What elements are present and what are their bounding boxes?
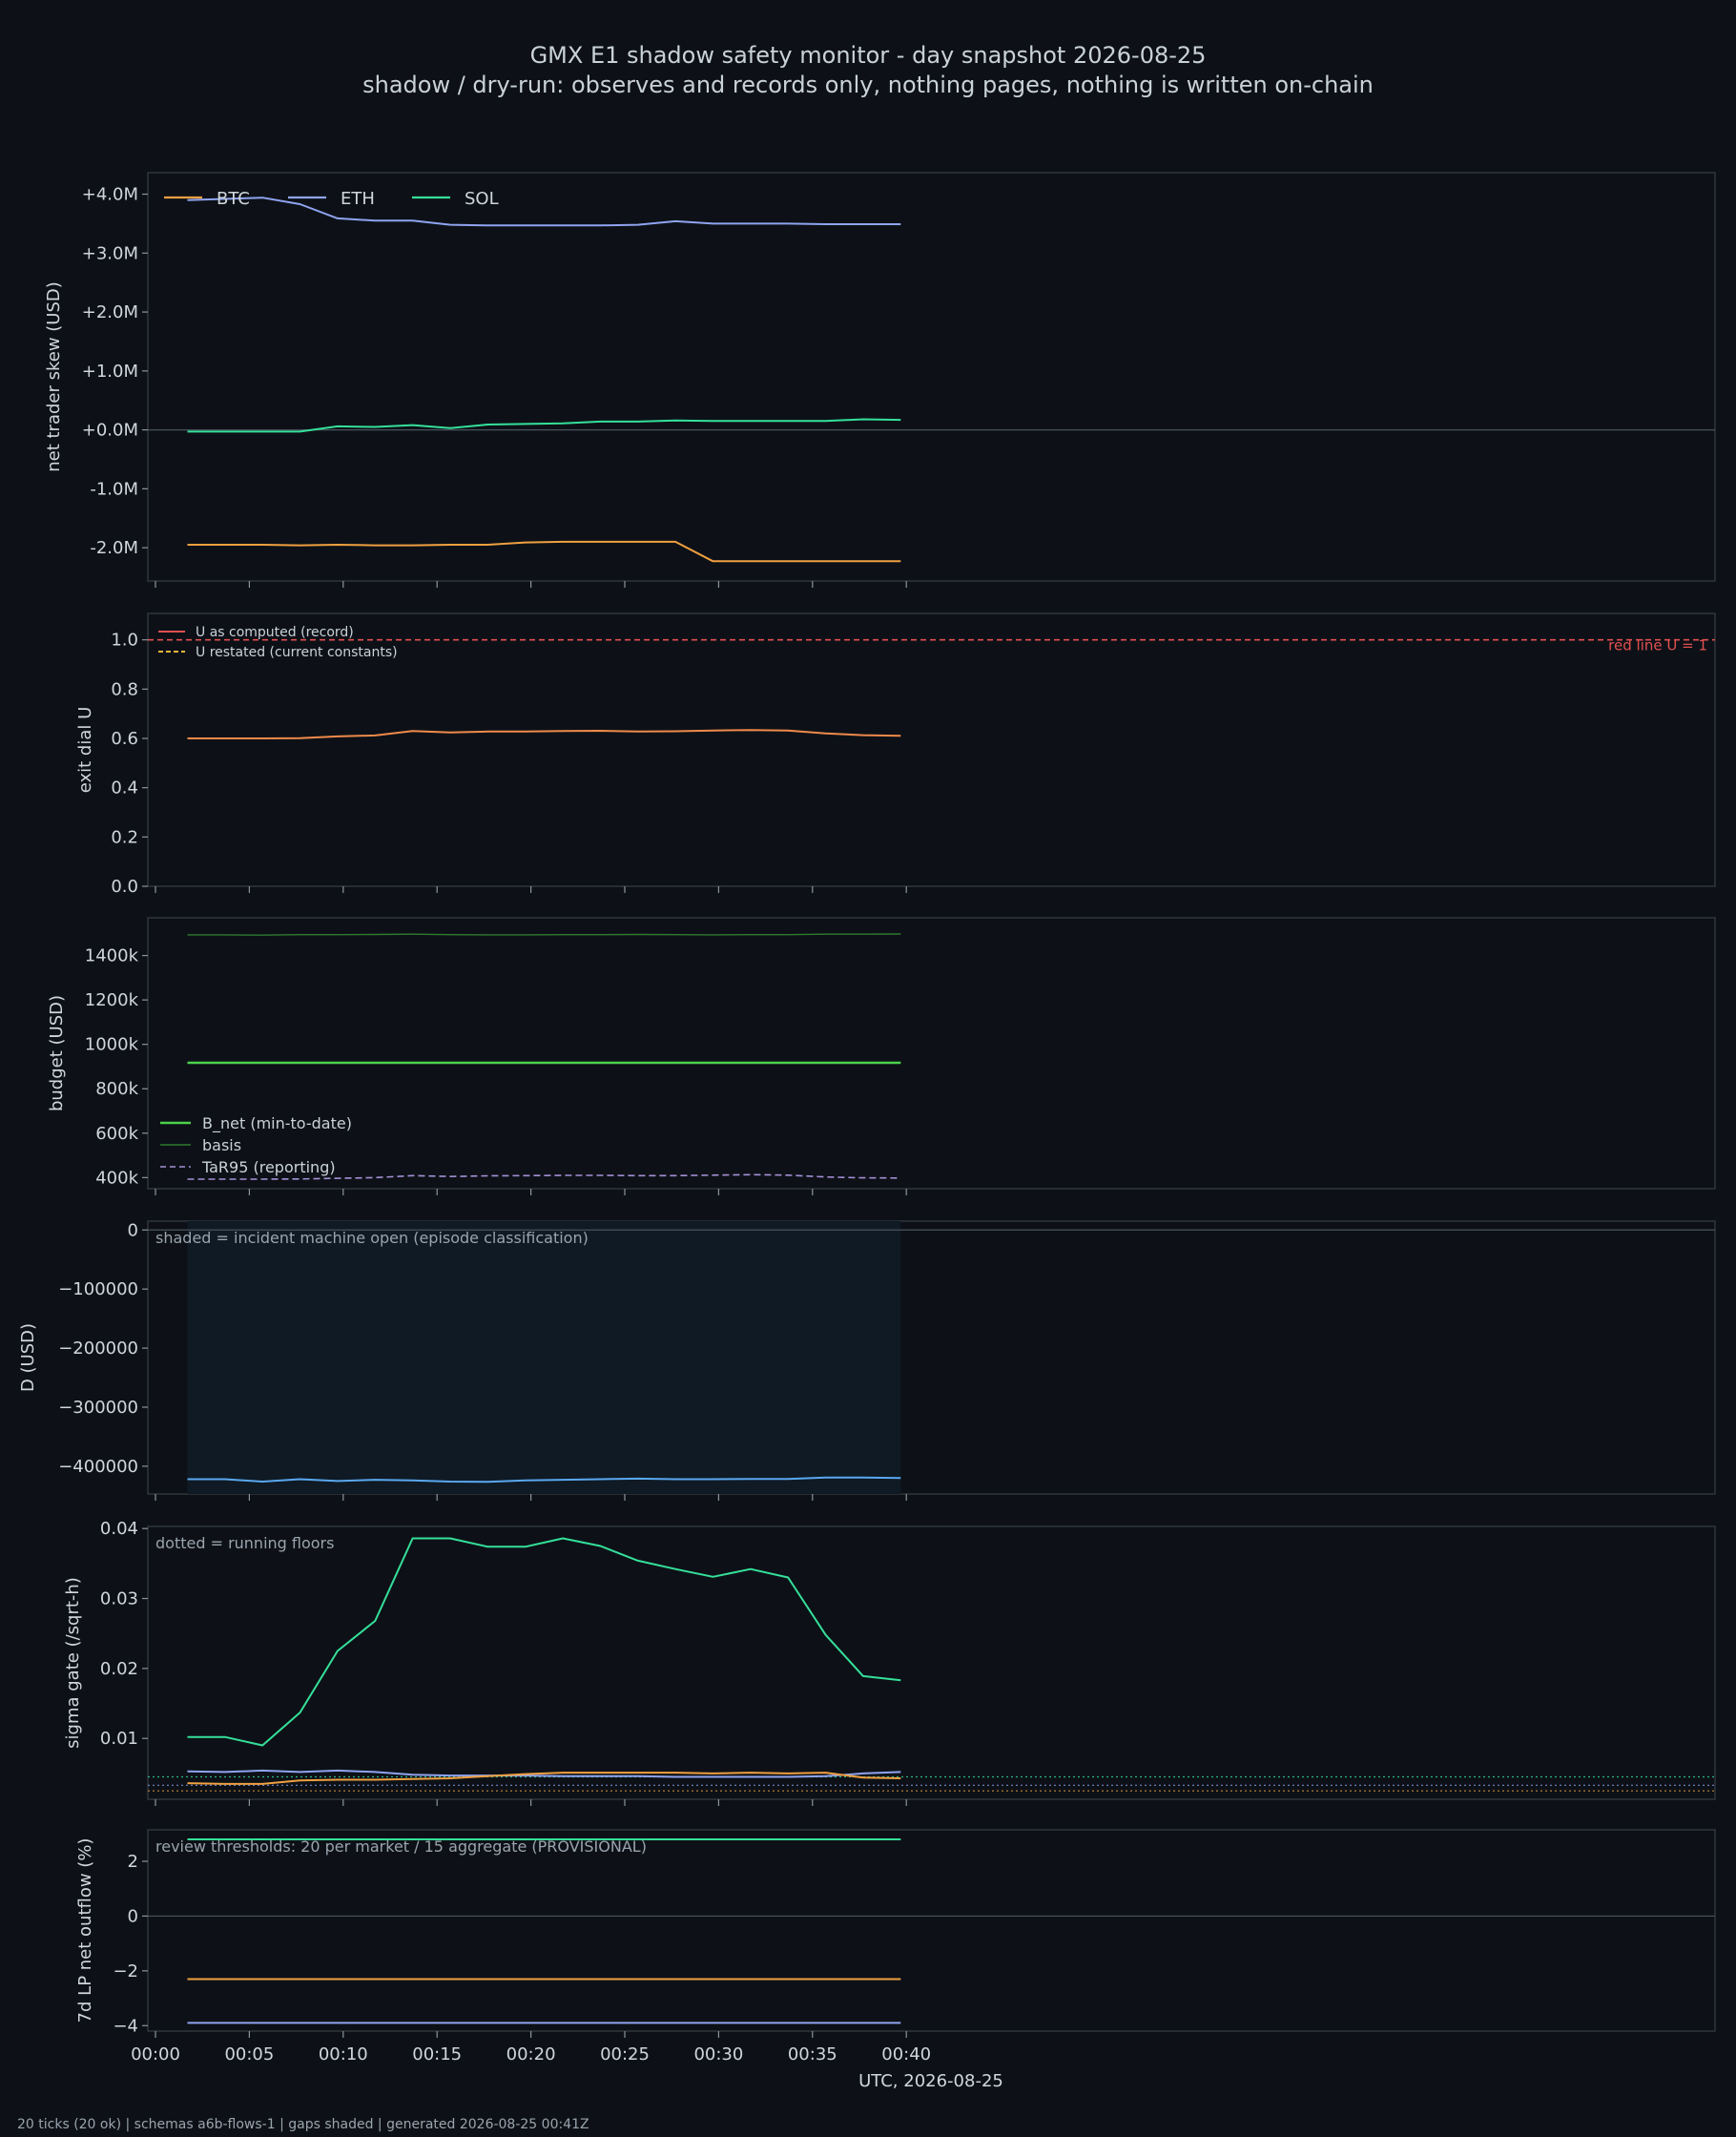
y-axis-label: budget (USD): [47, 995, 67, 1111]
y-tick-label: 1400k: [85, 946, 139, 966]
x-tick-label: 00:30: [693, 2044, 743, 2064]
legend-label: TaR95 (reporting): [201, 1158, 336, 1176]
y-tick-label: −400000: [58, 1457, 138, 1477]
legend-label: basis: [202, 1136, 241, 1154]
panel-6: 2 0 −2 −4 7d LP net outflow (%) review thresh…: [75, 1829, 1716, 2091]
series-line-5-2: [187, 1769, 901, 1778]
y-tick-label: 0: [128, 1906, 138, 1926]
incident-shade: [187, 1221, 901, 1494]
y-axis-label: 7d LP net outflow (%): [75, 1838, 95, 2023]
panel-note: review thresholds: 20 per market / 15 ag…: [155, 1837, 647, 1856]
y-tick-label: 800k: [95, 1079, 138, 1099]
y-tick-label: 0.03: [100, 1589, 138, 1609]
y-tick-label: 0.2: [111, 827, 138, 847]
y-tick-label: 400k: [95, 1168, 138, 1188]
y-tick-label: 0.01: [100, 1729, 138, 1749]
panel-frame: [147, 917, 1716, 1190]
panels-group: +4.0M +3.0M +2.0M +1.0M +0.0M -1.0M -2.0M net t…: [18, 172, 1716, 2091]
y-tick-label: 0.8: [111, 679, 138, 699]
figure-title: GMX E1 shadow safety monitor - day snaps…: [530, 42, 1207, 69]
y-tick-label: +3.0M: [82, 243, 138, 263]
y-tick-label: +2.0M: [82, 302, 138, 322]
y-axis-label: sigma gate (/sqrt-h): [63, 1577, 83, 1749]
y-axis-label: net trader skew (USD): [44, 281, 64, 472]
panel-frame: [147, 612, 1716, 887]
series-line-4-1: [187, 1476, 901, 1483]
panel-frame: [147, 1829, 1716, 2032]
x-tick-label: 00:15: [412, 2044, 462, 2064]
y-tick-label: −4: [113, 2016, 138, 2036]
series-line-2-1: [187, 729, 901, 739]
x-tick-label: 00:10: [319, 2044, 368, 2064]
y-tick-label: -2.0M: [90, 538, 138, 558]
legend-label: BTC: [217, 189, 250, 209]
y-tick-label: 0.4: [111, 778, 138, 799]
y-tick-label: 1200k: [85, 990, 139, 1010]
red-line-label: red line U = 1: [1608, 637, 1707, 654]
y-tick-label: 600k: [95, 1124, 138, 1144]
y-tick-label: 0.04: [100, 1519, 138, 1539]
y-tick-label: −2: [113, 1961, 138, 1981]
panel-note: dotted = running floors: [155, 1534, 334, 1552]
figure-footer: 20 ticks (20 ok) | schemas a6b-flows-1 |…: [17, 2117, 589, 2132]
legend-label: ETH: [341, 189, 375, 209]
legend-label: U as computed (record): [196, 625, 354, 640]
panel-4: 0 −100000 −200000 −300000 −400000 D (USD) shad…: [18, 1220, 1716, 1501]
y-axis-label: D (USD): [18, 1323, 38, 1392]
panel-frame: [147, 1525, 1716, 1800]
y-tick-label: 1000k: [85, 1035, 139, 1055]
x-tick-label: 00:00: [131, 2044, 180, 2064]
y-tick-label: 1.0: [111, 631, 138, 651]
x-tick-label: 00:20: [506, 2044, 556, 2064]
series-line-5-1: [187, 1537, 901, 1747]
legend-label: U restated (current constants): [196, 645, 398, 660]
y-tick-label: 0.02: [100, 1659, 138, 1679]
y-tick-label: +4.0M: [82, 185, 138, 205]
y-tick-label: +0.0M: [82, 421, 138, 441]
y-tick-label: −100000: [58, 1279, 138, 1299]
y-tick-label: −300000: [58, 1398, 138, 1418]
y-tick-label: -1.0M: [90, 479, 138, 499]
x-tick-label: 00:25: [600, 2044, 650, 2064]
x-tick-label: 00:05: [224, 2044, 274, 2064]
y-tick-label: 0: [128, 1220, 138, 1240]
y-tick-label: 0.6: [111, 729, 138, 749]
panel-1: +4.0M +3.0M +2.0M +1.0M +0.0M -1.0M -2.0M net t…: [44, 172, 1716, 588]
x-axis-label: UTC, 2026-08-25: [858, 2071, 1003, 2091]
y-tick-label: +1.0M: [82, 362, 138, 382]
series-line-eth: [187, 197, 901, 227]
x-tick-label: 00:40: [881, 2044, 931, 2064]
y-tick-label: 0.0: [111, 877, 138, 897]
series-line-tar95-reporting-: [187, 1173, 901, 1180]
y-tick-label: −200000: [58, 1338, 138, 1359]
legend-label: B_net (min-to-date): [202, 1114, 352, 1133]
series-line-sol: [187, 418, 901, 433]
series-line-basis: [187, 933, 901, 936]
panel-frame: [147, 172, 1716, 582]
panel-3: 400k 600k 800k 1000k 1200k 1400k budget (USD) B…: [47, 917, 1716, 1195]
panel-2: 0.0 0.2 0.4 0.6 0.8 1.0 exit dial U red line U …: [75, 612, 1716, 897]
series-line-btc: [187, 540, 901, 563]
panel-note: shaded = incident machine open (episode …: [155, 1229, 589, 1247]
figure-subtitle: shadow / dry-run: observes and records o…: [362, 72, 1374, 98]
panel-frame: [147, 1220, 1716, 1495]
y-axis-label: exit dial U: [75, 707, 95, 794]
legend-label: SOL: [465, 189, 499, 209]
series-line-5-3: [187, 1772, 901, 1785]
panel-5: 0.01 0.02 0.03 0.04 sigma gate (/sqrt-h) dott…: [63, 1519, 1716, 1806]
y-tick-label: 2: [128, 1852, 138, 1872]
x-tick-label: 00:35: [788, 2044, 837, 2064]
